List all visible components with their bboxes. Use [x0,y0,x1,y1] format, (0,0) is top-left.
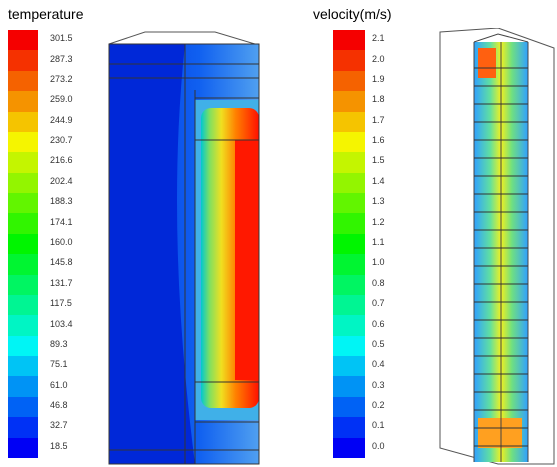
legend-swatch [8,254,38,276]
panel-title: velocity(m/s) [313,6,392,22]
legend-swatch [8,70,38,92]
legend-label: 0.0 [372,440,385,451]
legend-label: 216.6 [50,155,73,166]
legend-swatch [333,70,365,92]
legend-label: 273.2 [50,73,73,84]
legend-label: 0.7 [372,298,385,309]
legend-label: 1.0 [372,257,385,268]
legend-label: 75.1 [50,359,68,370]
mesh-lines [474,67,528,447]
legend-swatch [8,417,38,439]
legend-label: 202.4 [50,175,73,186]
legend-swatch [333,274,365,296]
legend-swatch [333,131,365,153]
legend-label: 174.1 [50,216,73,227]
temperature-contour [108,31,260,465]
legend-label: 117.5 [50,298,72,309]
legend-label: 259.0 [50,94,73,105]
legend-label: 103.4 [50,318,73,329]
legend-label: 160.0 [50,237,73,247]
legend-label: 61.0 [50,379,68,390]
legend-swatch [8,50,38,72]
legend-swatch [333,91,365,113]
legend-swatch [333,396,365,418]
legend-label: 0.6 [372,318,385,329]
legend-label: 1.8 [372,94,385,105]
legend-swatch [333,356,365,377]
legend-label: 230.7 [50,135,73,146]
legend-label: 1.7 [372,114,385,125]
panel-title: temperature [8,6,84,22]
legend-label: 0.3 [372,379,385,390]
legend-swatch [8,91,38,113]
legend-label: 1.4 [372,175,385,186]
legend-label: 1.5 [372,155,385,166]
legend-label: 244.9 [50,114,73,125]
legend-swatch [8,396,38,418]
legend-label: 2.0 [372,53,385,64]
legend-swatch [333,152,365,174]
legend-label: 2.1 [372,33,385,44]
legend-label: 32.7 [50,420,68,431]
legend-swatch [333,254,365,276]
legend-swatch [8,274,38,296]
legend-label: 301.5 [50,33,73,44]
legend-swatch [8,111,38,133]
legend-swatch [333,50,365,72]
legend-swatch [8,376,38,398]
legend-swatch [8,356,38,377]
legend-label: 0.2 [372,400,385,411]
legend-label: 0.8 [372,277,385,288]
legend-swatch [333,193,365,214]
legend-swatch [8,172,38,194]
velocity-contour [439,28,555,465]
legend-swatch [8,213,38,235]
legend-swatch [333,417,365,439]
legend-swatch [333,294,365,316]
legend-label: 18.5 [50,440,68,451]
legend-swatch [333,315,365,337]
legend-swatch [8,152,38,174]
legend-swatch [333,30,365,51]
legend-label: 188.3 [50,196,73,207]
legend-label: 287.3 [50,53,73,64]
legend-swatch [8,437,38,459]
legend-swatch [8,294,38,316]
legend-swatch [333,335,365,357]
legend-label: 1.1 [372,237,385,247]
legend-label: 1.9 [372,73,385,84]
legend-label: 0.1 [372,420,385,431]
legend-swatch [8,233,38,255]
legend-swatch [8,335,38,357]
legend-label: 131.7 [50,277,73,288]
legend-swatch [8,30,38,51]
legend-label: 46.8 [50,400,68,411]
legend-swatch [333,172,365,194]
legend-swatch [8,193,38,214]
legend-swatch [333,437,365,459]
legend-swatch [8,131,38,153]
legend-label: 1.6 [372,135,385,146]
legend-label: 89.3 [50,338,68,349]
legend-label: 0.4 [372,359,385,370]
legend-swatch [333,233,365,255]
legend-label: 145.8 [50,257,73,268]
legend-swatch [333,111,365,133]
legend-label: 0.5 [372,338,385,349]
legend-label: 1.2 [372,216,385,227]
legend-swatch [333,376,365,398]
legend-label: 1.3 [372,196,385,207]
legend-swatch [333,213,365,235]
legend-swatch [8,315,38,337]
